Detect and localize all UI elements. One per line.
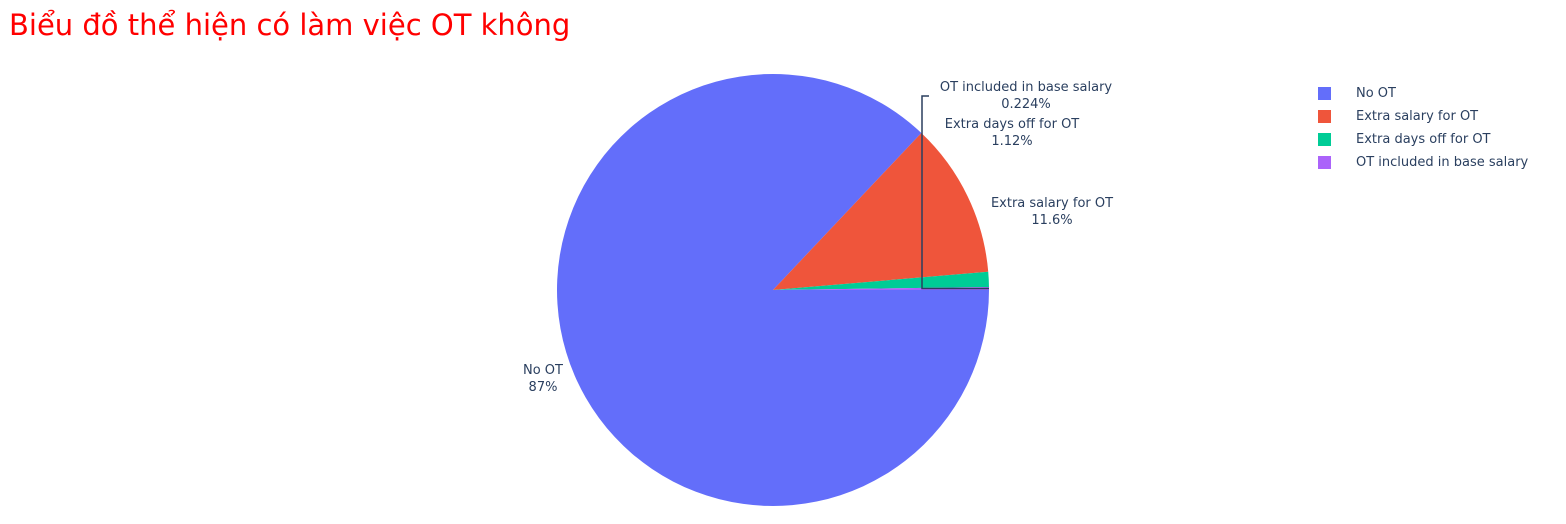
- slice-label-extra-days-off: Extra days off for OT 1.12%: [945, 117, 1080, 149]
- legend-label-no-ot: No OT: [1356, 86, 1396, 101]
- slice-label-no-ot: No OT 87%: [523, 363, 563, 395]
- legend-swatch-extra-salary: [1318, 110, 1331, 123]
- chart-title: Biểu đồ thể hiện có làm việc OT không: [9, 8, 571, 42]
- legend-label-extra-salary: Extra salary for OT: [1356, 109, 1479, 124]
- legend-label-extra-days-off: Extra days off for OT: [1356, 132, 1491, 147]
- leader-line-ot-included: [921, 95, 989, 290]
- legend-swatch-no-ot: [1318, 87, 1331, 100]
- legend-item-extra-salary[interactable]: Extra salary for OT: [1318, 105, 1528, 128]
- slice-label-extra-salary: Extra salary for OT 11.6%: [991, 196, 1113, 228]
- pie-slice-extra-salary[interactable]: [773, 132, 989, 290]
- legend-item-no-ot[interactable]: No OT: [1318, 82, 1528, 105]
- legend-label-ot-included: OT included in base salary: [1356, 155, 1529, 170]
- pie-slice-no-ot[interactable]: [557, 74, 989, 506]
- pie-slice-extra-days-off[interactable]: [773, 271, 989, 290]
- legend-swatch-extra-days-off: [1318, 133, 1331, 146]
- legend-item-extra-days-off[interactable]: Extra days off for OT: [1318, 128, 1528, 151]
- pie-slice-ot-included[interactable]: [773, 286, 989, 290]
- legend: No OT Extra salary for OT Extra days off…: [1318, 82, 1528, 174]
- legend-swatch-ot-included: [1318, 156, 1331, 169]
- slice-label-ot-included: OT included in base salary 0.224%: [940, 80, 1113, 112]
- legend-item-ot-included[interactable]: OT included in base salary: [1318, 151, 1528, 174]
